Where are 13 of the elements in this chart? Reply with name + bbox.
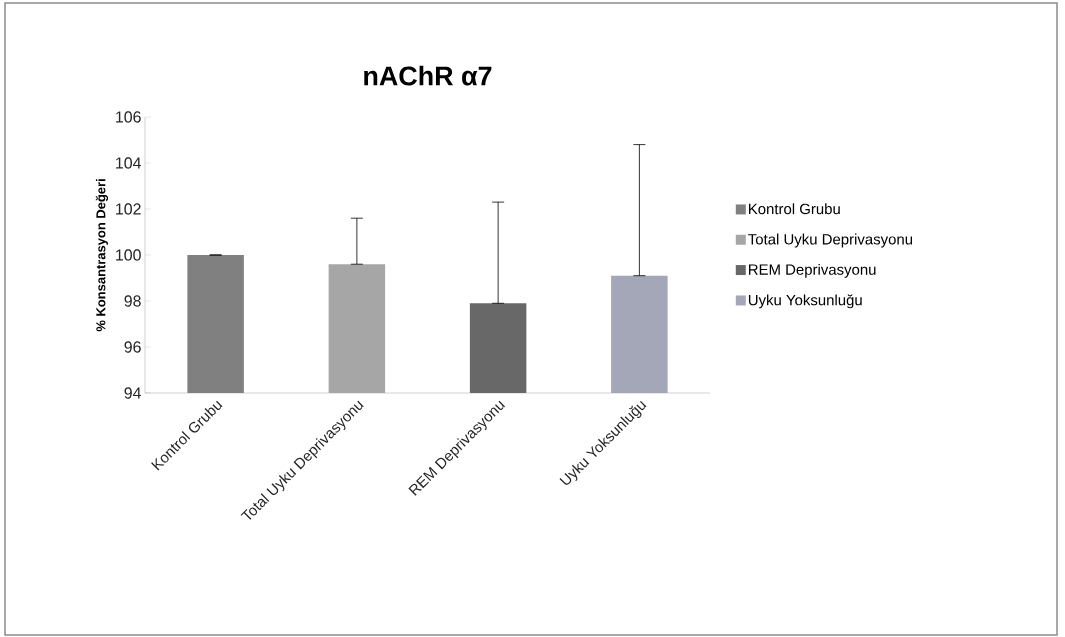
y-tick-label: 94: [124, 387, 142, 399]
legend-label: REM Deprivasyonu: [749, 263, 876, 278]
y-tick-label: 106: [116, 111, 141, 123]
y-tick-label: 96: [124, 341, 141, 353]
y-axis-title: % Konsantrasyon Değeri: [95, 179, 109, 332]
legend-label: Total Uyku Deprivasyonu: [748, 233, 913, 248]
y-tick-label: 102: [116, 203, 141, 215]
y-tick-label: 104: [116, 157, 141, 169]
legend-label: Uyku Yoksunluğu: [748, 294, 862, 309]
y-tick-label: 98: [124, 295, 141, 307]
y-tick-label: 100: [116, 249, 141, 261]
legend-label: Kontrol Grubu: [749, 203, 840, 215]
chart-title: nAChR α7: [364, 65, 492, 86]
